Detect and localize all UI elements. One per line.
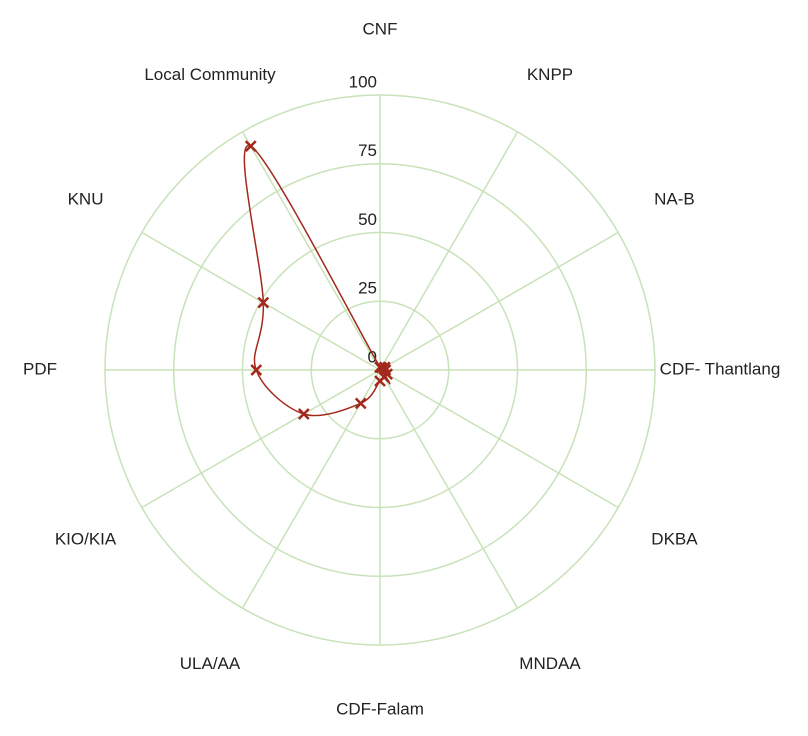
category-label: CDF- Thantlang [660, 359, 781, 378]
point-marker [297, 408, 310, 420]
point-marker [354, 397, 367, 410]
r-tick-label: 0 [368, 347, 377, 366]
point-marker [257, 296, 270, 309]
spoke [141, 369, 381, 509]
r-tick-label: 50 [358, 210, 377, 229]
category-label: CNF [363, 19, 398, 38]
category-label: KNU [68, 189, 104, 208]
point-marker [250, 364, 263, 376]
category-label: ULA/AA [180, 654, 241, 673]
category-label: Local Community [144, 65, 276, 84]
r-tick-label: 25 [358, 279, 377, 298]
spoke [241, 131, 381, 371]
category-label: PDF [23, 359, 57, 378]
point-marker [244, 140, 257, 153]
spoke [379, 369, 619, 509]
category-label: DKBA [651, 529, 698, 548]
category-label: KNPP [527, 65, 573, 84]
category-label: CDF-Falam [336, 699, 424, 718]
category-label: MNDAA [519, 654, 581, 673]
spoke [241, 369, 381, 609]
r-tick-label: 75 [358, 141, 377, 160]
spoke [379, 369, 519, 609]
point-marker [374, 375, 386, 387]
category-label: NA-B [654, 189, 695, 208]
r-tick-label: 100 [349, 72, 377, 91]
category-label: KIO/KIA [55, 529, 117, 548]
spoke [379, 231, 619, 371]
point-marker [378, 361, 391, 374]
spoke [379, 131, 519, 371]
